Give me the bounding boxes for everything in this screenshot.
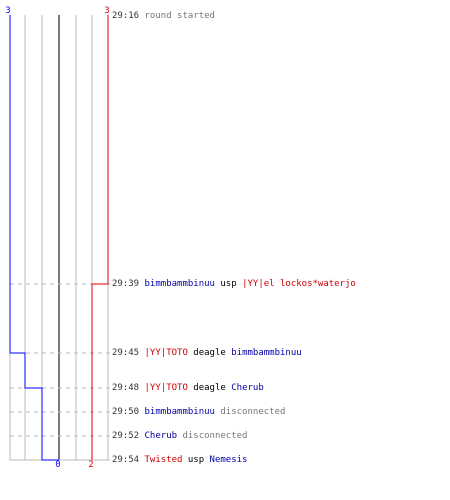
ct-start-score: 3 <box>5 6 10 16</box>
event-message: disconnected <box>177 431 248 441</box>
event-player-name: bimmbammbinuu <box>231 348 302 358</box>
event-weapon: deagle <box>187 348 232 358</box>
event-time: 29:39 <box>112 279 140 289</box>
event-weapon: deagle <box>187 383 232 393</box>
event-message: round started <box>144 11 215 21</box>
event-player-name: |YY|el lockos*waterjo <box>242 279 356 289</box>
event-player-name: |YY|TOTO <box>144 348 188 358</box>
ct-end-score: 0 <box>55 460 60 470</box>
event-time: 29:50 <box>112 407 140 417</box>
terrorist-alive-line <box>91 15 109 460</box>
event-weapon: usp <box>214 279 243 289</box>
event-row: 29:48 |YY|TOTO deagle Cherub <box>112 382 264 394</box>
event-time: 29:52 <box>112 431 140 441</box>
event-row: 29:50 bimmbammbinuu disconnected <box>112 406 285 418</box>
event-row: 29:54 Twisted usp Nemesis <box>112 454 247 466</box>
event-player-name: Twisted <box>144 455 183 465</box>
event-row: 29:52 Cherub disconnected <box>112 430 247 442</box>
event-player-name: Cherub <box>231 383 264 393</box>
event-player-name: Nemesis <box>209 455 248 465</box>
t-start-score: 3 <box>104 6 109 16</box>
event-time: 29:45 <box>112 348 140 358</box>
event-row: 29:39 bimmbammbinuu usp |YY|el lockos*wa… <box>112 278 356 290</box>
event-time: 29:54 <box>112 455 140 465</box>
event-row: 29:45 |YY|TOTO deagle bimmbammbinuu <box>112 347 302 359</box>
event-time: 29:16 <box>112 11 140 21</box>
event-player-name: bimmbammbinuu <box>144 279 215 289</box>
event-player-name: bimmbammbinuu <box>144 407 215 417</box>
event-player-name: Cherub <box>144 431 178 441</box>
t-end-score: 2 <box>88 460 93 470</box>
event-message: disconnected <box>214 407 286 417</box>
event-time: 29:48 <box>112 383 140 393</box>
event-row: 29:16 round started <box>112 10 215 22</box>
event-player-name: |YY|TOTO <box>144 383 188 393</box>
ct-alive-line <box>9 15 59 461</box>
event-weapon: usp <box>182 455 210 465</box>
